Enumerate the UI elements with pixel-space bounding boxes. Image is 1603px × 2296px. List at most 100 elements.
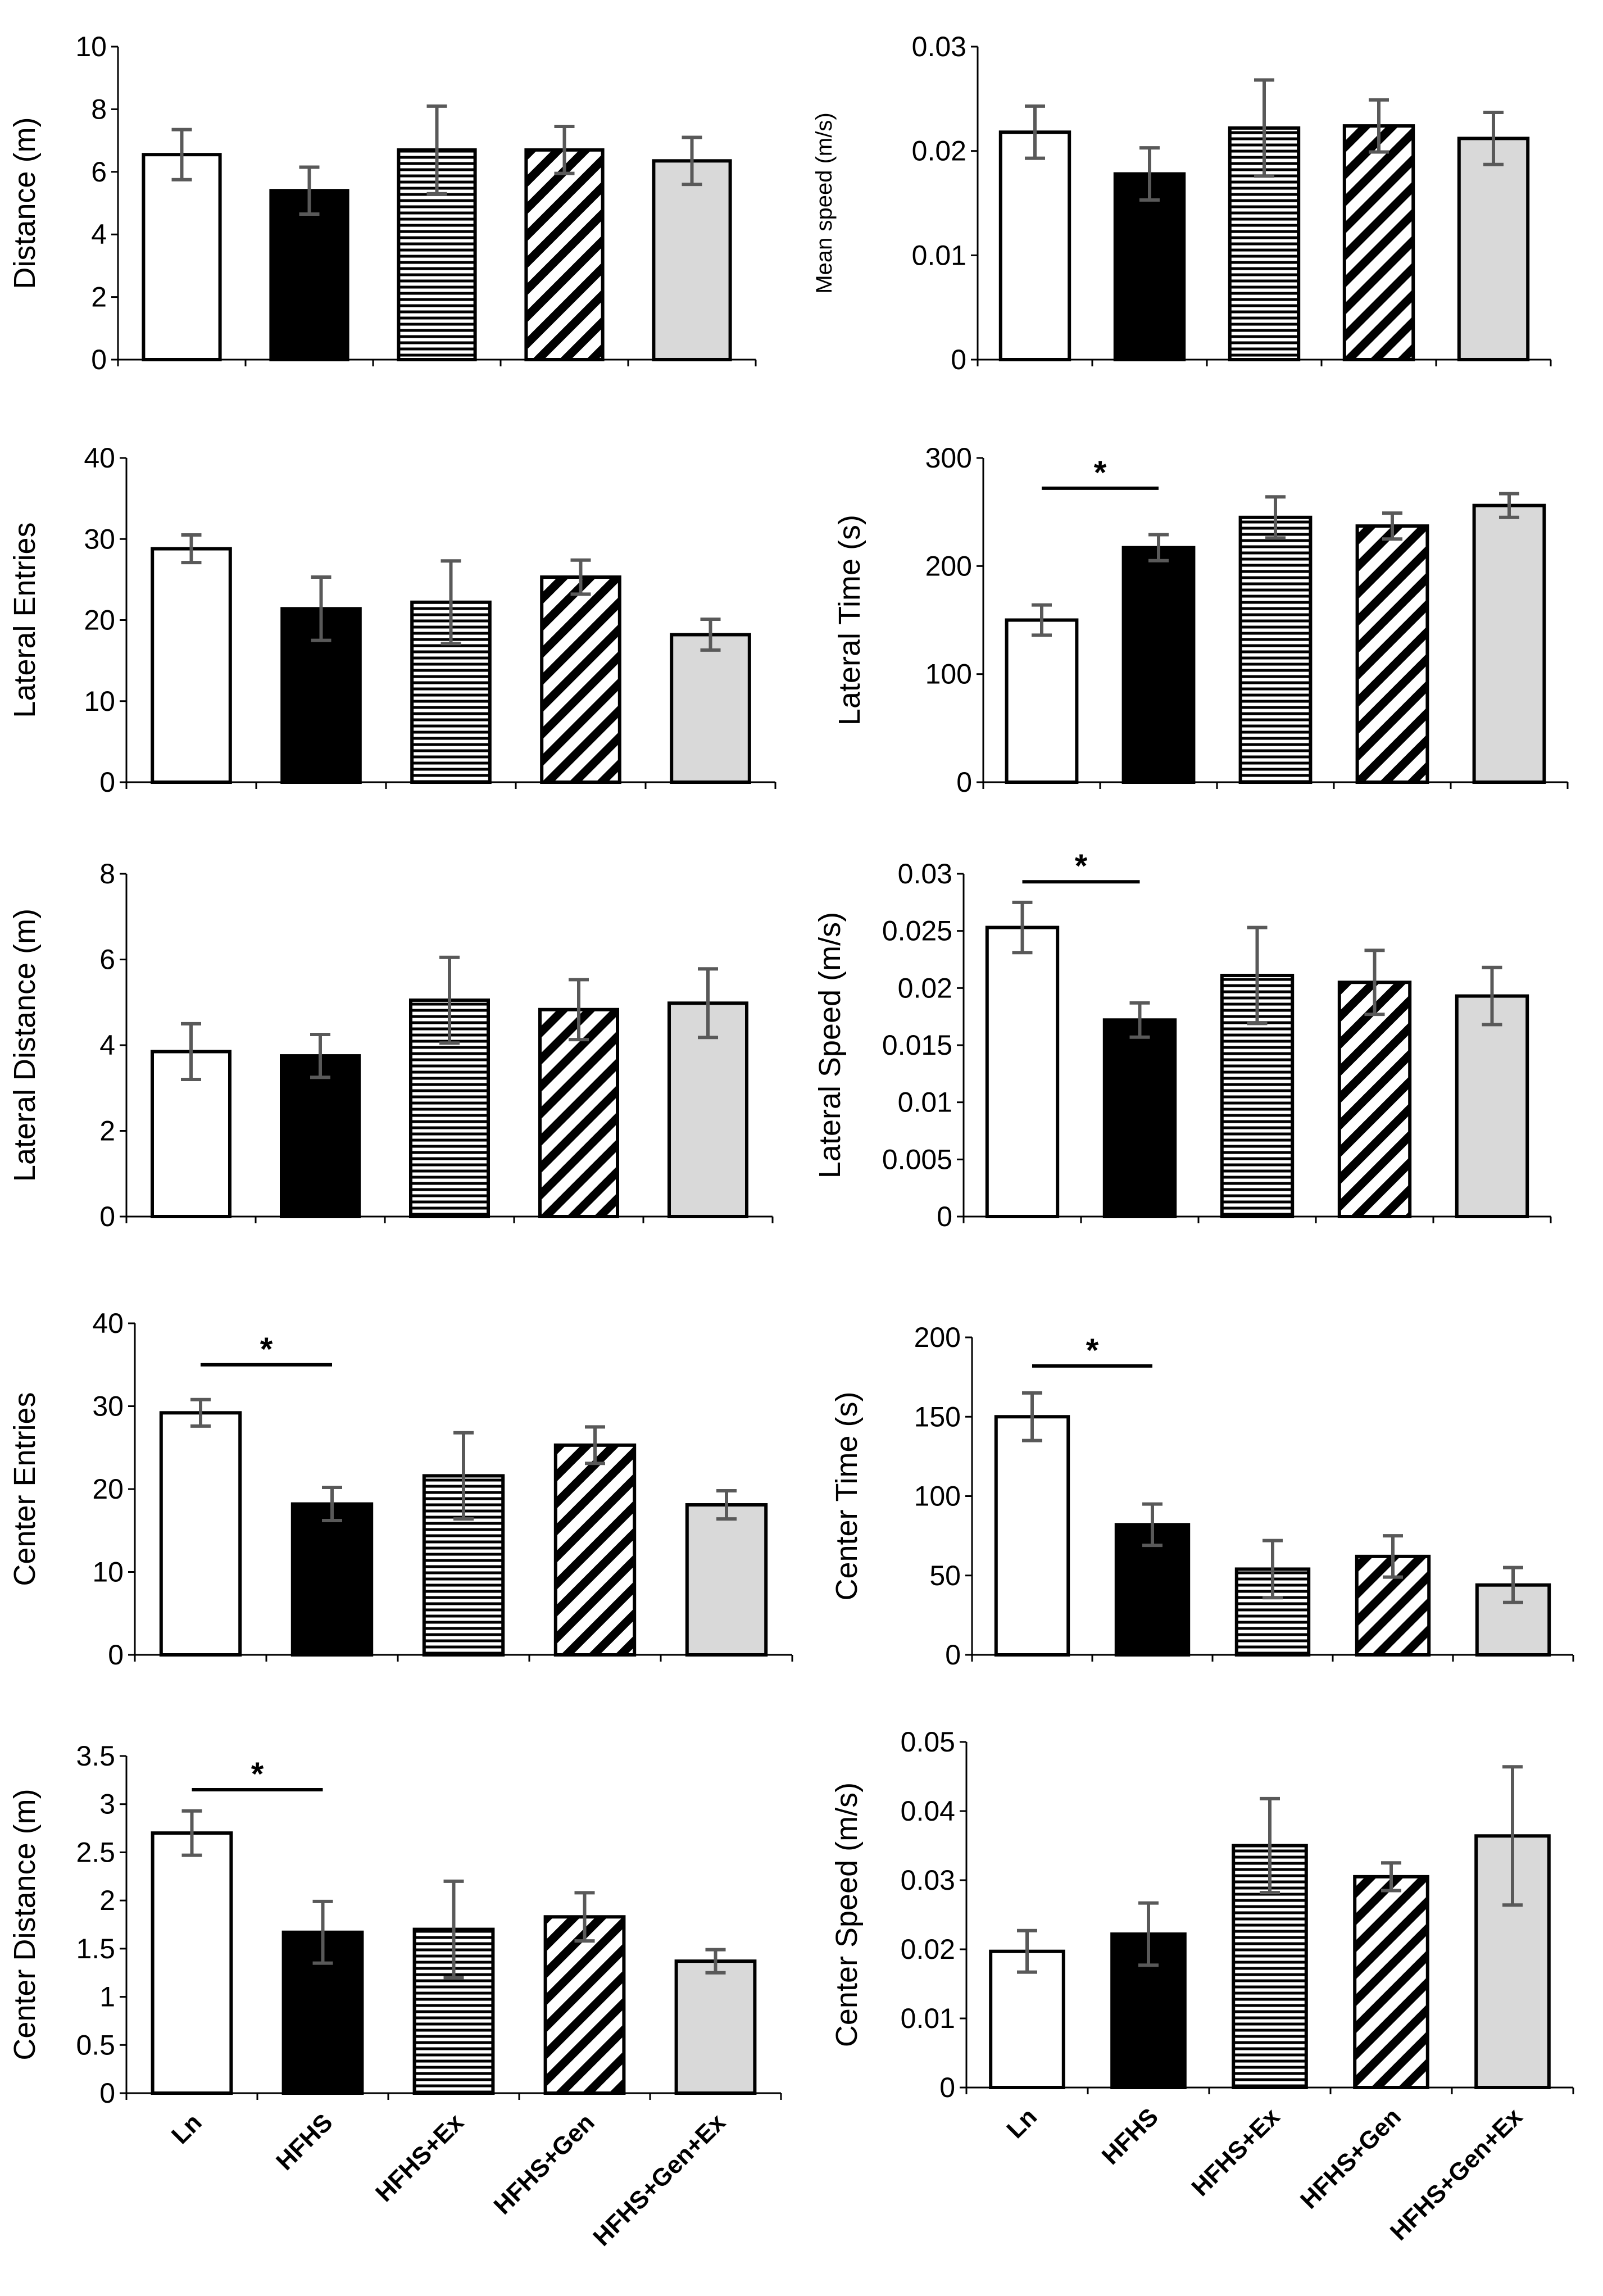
bar-hfhs-gen [1353,1875,1429,2090]
y-axis-title: Center Speed (m/s) [830,1782,864,2047]
y-tick-label: 0 [91,344,107,375]
y-tick-label: 50 [929,1560,961,1591]
bar-ln [159,1411,242,1657]
y-axis-title: Lateral Speed (m/s) [813,912,847,1178]
bar-hfhs-gen [543,1915,626,2095]
bar-hfhs-gen [1355,524,1429,784]
y-tick-label: 8 [91,93,107,125]
y-tick-label: 0.04 [901,1795,955,1827]
significance-star: * [1094,455,1107,491]
bar-ln [998,130,1071,361]
chart-panel-8: 0 50 100 150 200 * Center Time (s) [830,1322,1574,1671]
y-tick-label: 0 [99,766,115,798]
y-tick-label: 200 [925,550,972,582]
y-tick-label: 10 [84,686,115,717]
bar-hfhs [290,1502,374,1657]
bar-ln [1005,618,1079,784]
bar-hfhs-gen-ex [1472,503,1546,784]
y-tick-label: 2.5 [76,1836,115,1868]
y-tick-label: 0.005 [882,1144,952,1175]
y-tick-label: 2 [91,282,107,313]
y-tick-label: 6 [99,944,115,975]
bar-hfhs-gen [553,1443,637,1657]
x-category-label: HFHS [271,2108,338,2175]
y-tick-label: 0.5 [76,2029,115,2061]
y-tick-label: 0 [937,1201,952,1232]
bar-hfhs-ex [1238,515,1313,784]
bar-hfhs-gen-ex [1457,137,1530,362]
chart-panel-5: 0 2 4 6 8 Lateral Distance (m) [8,858,774,1232]
chart-panel-1: 0 2 4 6 8 10 Distance (m) [8,31,757,375]
y-tick-label: 40 [84,442,115,474]
bar-hfhs-gen-ex [1455,994,1529,1218]
y-tick-label: 2 [99,1115,115,1147]
y-tick-label: 2 [99,1885,115,1916]
bar-hfhs-gen-ex [674,1959,757,2095]
y-axis-title: Lateral Time (s) [833,515,866,725]
x-category-label: HFHS+Gen+Ex [588,2108,731,2252]
y-tick-label: 150 [914,1401,961,1432]
y-tick-label: 20 [92,1473,124,1505]
bar-hfhs-gen [1342,124,1415,362]
y-tick-label: 0.01 [912,239,966,271]
y-tick-label: 0.01 [901,2003,955,2034]
x-category-label: Ln [166,2108,207,2149]
y-axis-title: Lateral Distance (m) [8,909,42,1182]
y-tick-label: 0.02 [901,1934,955,1965]
significance-star: * [260,1331,273,1368]
bar-hfhs-gen-ex [652,159,732,361]
chart-panel-7: 0 10 20 30 40 * Center Entries [8,1308,793,1671]
y-tick-label: 0 [108,1639,124,1671]
significance-star: * [1075,848,1088,884]
y-tick-label: 0.025 [882,915,952,947]
y-tick-label: 3 [99,1789,115,1820]
y-tick-label: 0.03 [901,1864,955,1896]
bar-hfhs-gen [540,575,621,784]
bar-ln [151,1831,233,2095]
y-axis-title: Center Distance (m) [8,1789,42,2060]
x-category-label: HFHS+Gen+Ex [1385,2103,1528,2246]
y-tick-label: 8 [99,858,115,890]
y-tick-label: 0 [951,344,966,375]
y-tick-label: 4 [91,219,107,250]
bar-ln [985,925,1060,1218]
chart-panel-3: 0 10 20 30 40 Lateral Entries [8,442,776,798]
chart-panel-2: 0 0.01 0.02 0.03 Mean speed (m/s) [812,31,1552,375]
y-tick-label: 0.05 [901,1726,955,1758]
y-tick-label: 1.5 [76,1933,115,1964]
x-category-label: HFHS [1097,2103,1164,2170]
bar-hfhs [269,189,349,361]
y-tick-label: 1 [99,1981,115,2013]
y-tick-label: 100 [914,1481,961,1512]
y-tick-label: 30 [92,1391,124,1422]
bar-ln [142,153,222,361]
y-tick-label: 0 [99,2077,115,2109]
x-category-label: HFHS+Ex [1186,2103,1285,2202]
y-tick-label: 0.02 [898,972,952,1004]
y-tick-label: 0.03 [912,31,966,62]
bar-hfhs-gen-ex [670,633,751,784]
x-category-label: HFHS+Gen [1295,2103,1406,2214]
y-tick-label: 10 [92,1557,124,1588]
chart-panel-4: 0 100 200 300 * Lateral Time (s) [833,442,1569,798]
y-tick-label: 0.015 [882,1029,952,1061]
y-axis-title: Lateral Entries [8,522,42,718]
y-tick-label: 0.03 [898,858,952,890]
bar-hfhs [280,1054,361,1218]
significance-star: * [1086,1332,1099,1369]
y-tick-label: 100 [925,659,972,690]
significance-star: * [251,1756,264,1793]
y-tick-label: 40 [92,1308,124,1339]
y-axis-title: Center Entries [8,1392,42,1586]
y-tick-label: 0.02 [912,135,966,167]
chart-panel-10: 0 0.01 0.02 0.03 0.04 0.05 Center Speed (m/s) L… [830,1726,1574,2246]
y-tick-label: 20 [84,605,115,636]
y-tick-label: 300 [925,442,972,474]
x-category-label: HFHS+Ex [370,2108,469,2207]
x-category-label: Ln [1001,2103,1042,2144]
y-tick-label: 0.01 [898,1087,952,1118]
y-tick-label: 0 [939,2072,955,2103]
y-axis-title: Distance (m) [8,117,42,289]
y-tick-label: 200 [914,1322,961,1353]
